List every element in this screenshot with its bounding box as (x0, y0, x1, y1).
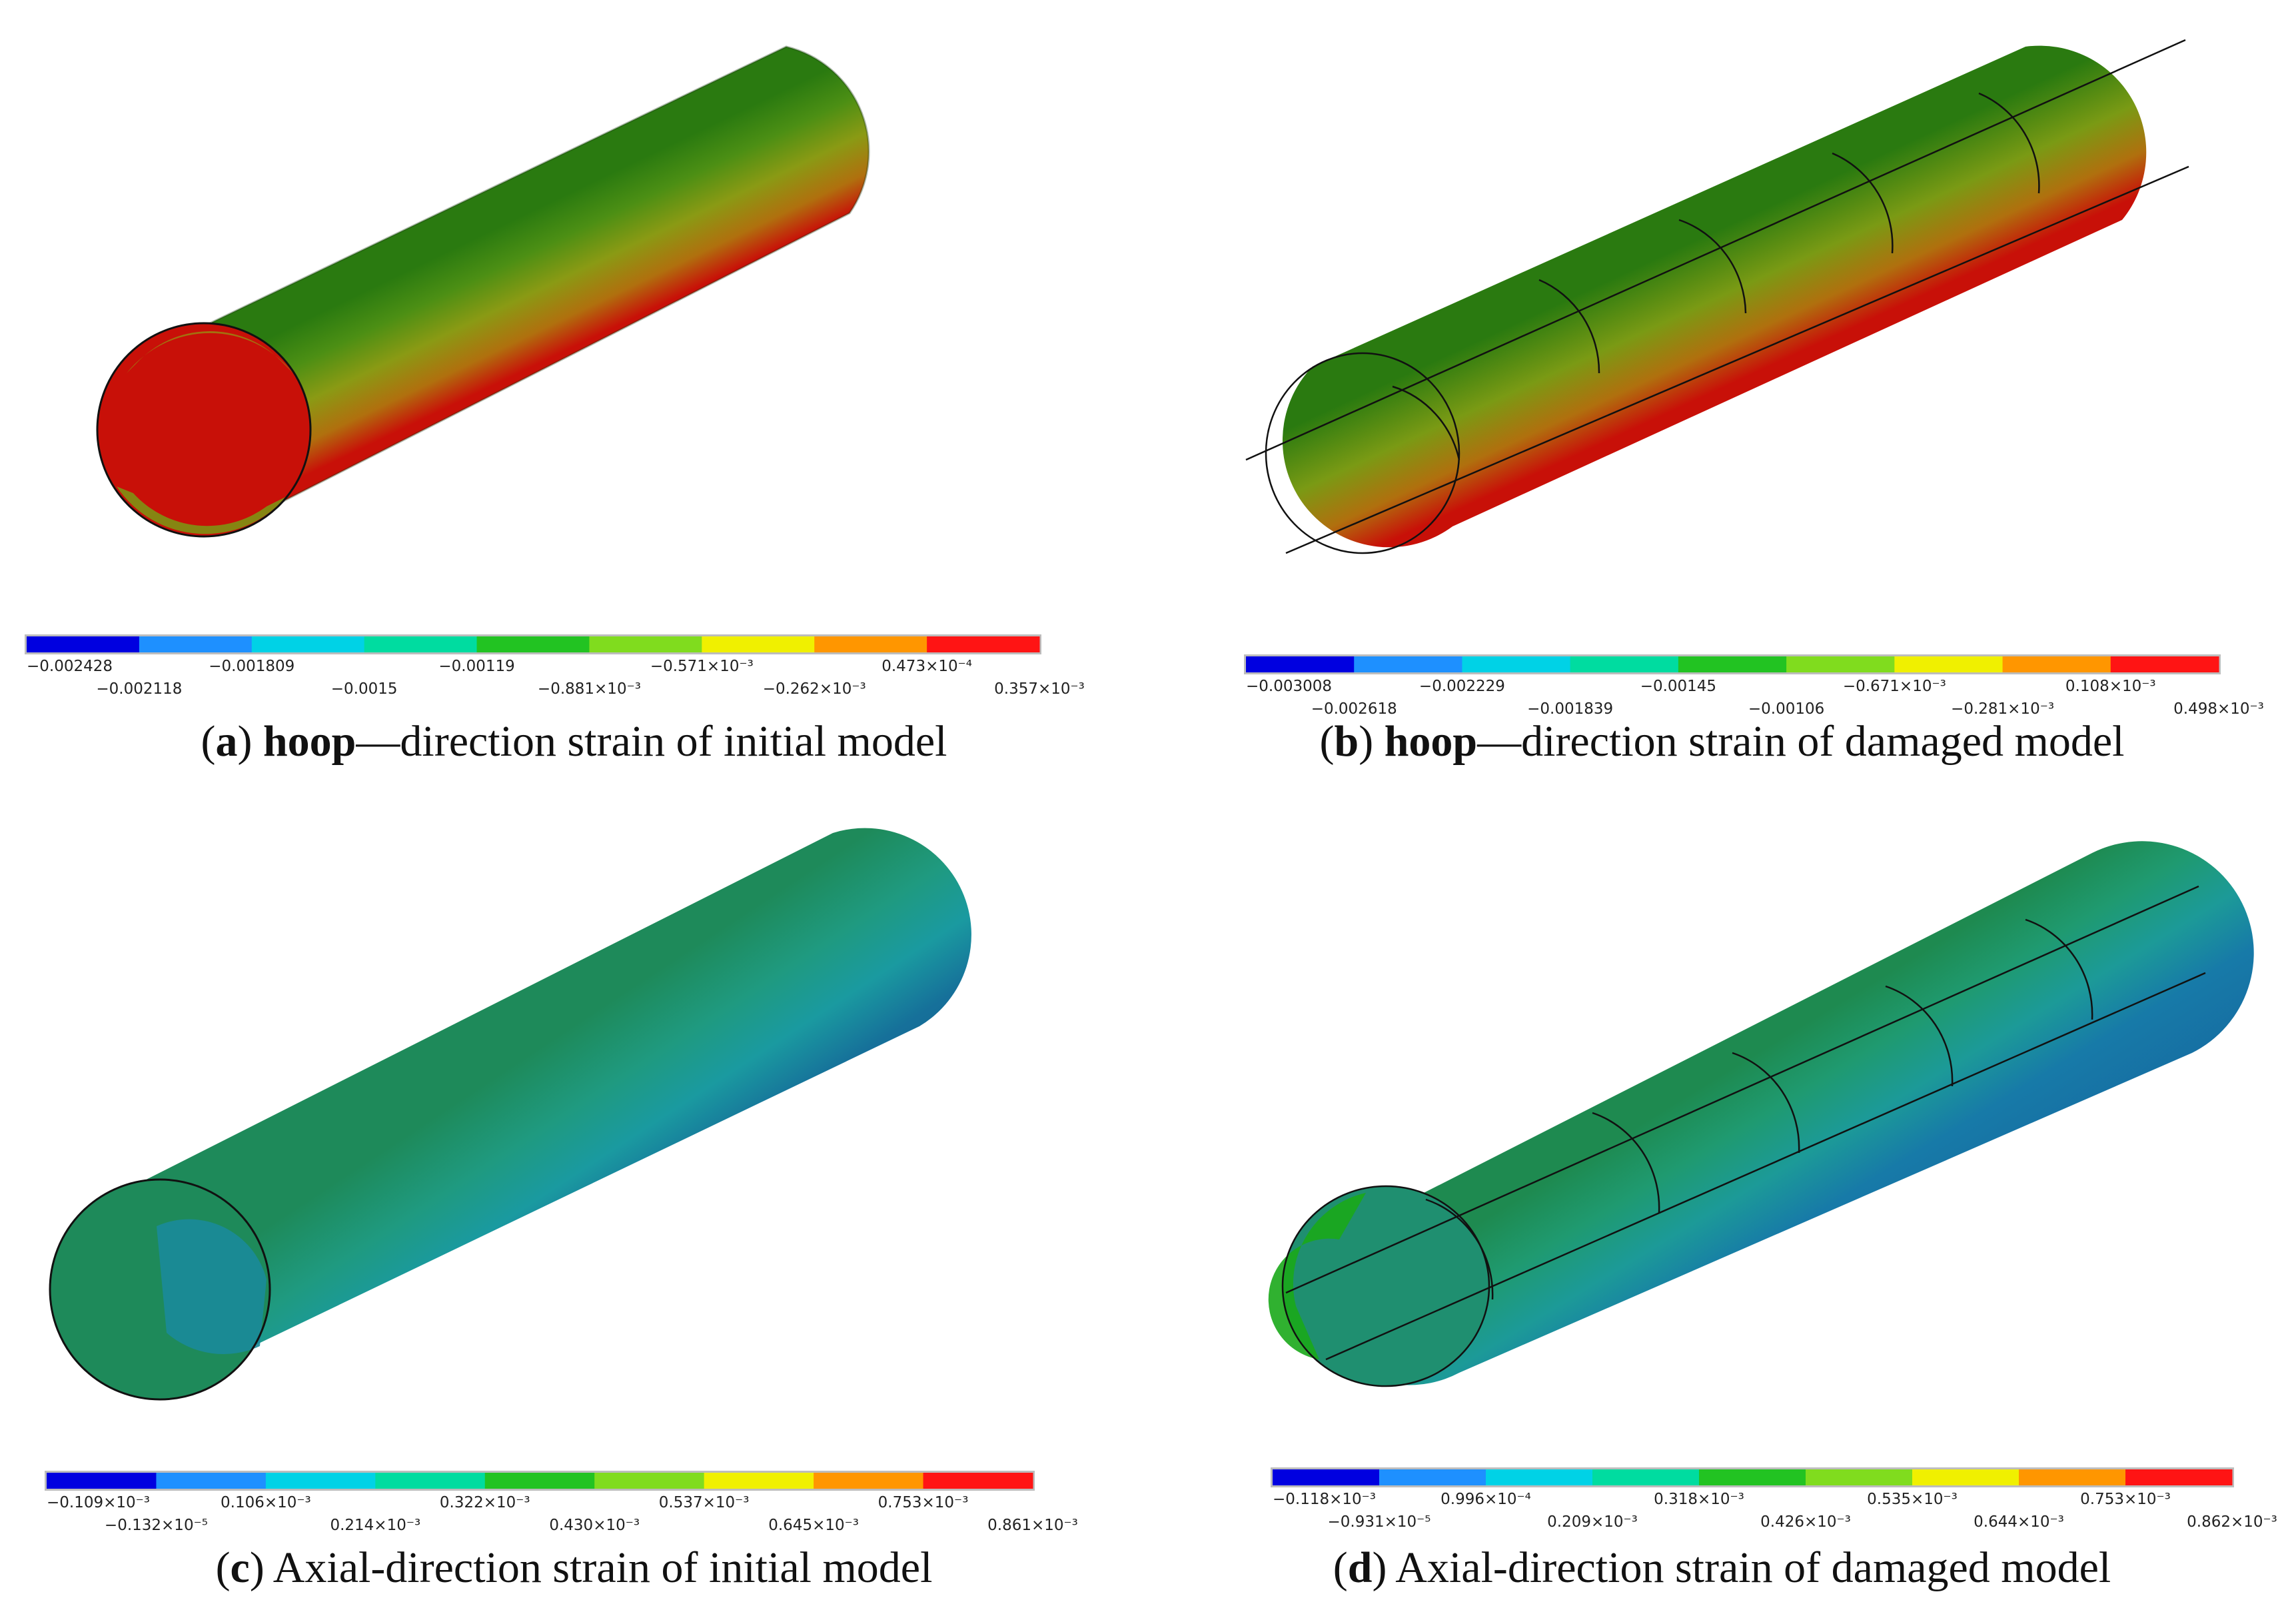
legend-swatch (476, 636, 590, 652)
legend-label: −0.00106 (1748, 700, 1824, 718)
caption-c: (c) Axial-direction strain of initial mo… (215, 1543, 933, 1592)
legend-swatch (594, 1473, 705, 1489)
legend-label: 0.357×10⁻³ (994, 680, 1085, 698)
legend-swatch (1806, 1469, 1913, 1485)
pipe-model-d (1268, 841, 2254, 1387)
legend-label: 0.318×10⁻³ (1654, 1491, 1744, 1508)
legend-swatch (704, 1473, 814, 1489)
legend-label: −0.00145 (1640, 678, 1716, 695)
legend-swatch (814, 1473, 924, 1489)
legend-label: −0.002229 (1419, 678, 1505, 695)
legend-swatch (589, 636, 702, 652)
legend-swatch (2125, 1469, 2233, 1485)
legend-label: −0.931×10⁻⁵ (1327, 1513, 1431, 1531)
legend-label: 0.214×10⁻³ (330, 1517, 420, 1534)
legend-label: −0.002618 (1311, 700, 1397, 718)
legend-label: −0.001809 (209, 658, 294, 675)
legend-label: 0.535×10⁻³ (1867, 1491, 1958, 1508)
pipe-model-b (1245, 39, 2189, 554)
legend-swatch (814, 636, 927, 652)
legend-swatch (139, 636, 253, 652)
legend-c: −0.109×10⁻³ 0.106×10⁻³ 0.322×10⁻³ 0.537×10⁻… (45, 1471, 1078, 1534)
legend-label: 0.537×10⁻³ (659, 1494, 750, 1511)
legend-label: −0.571×10⁻³ (650, 658, 754, 675)
pipe-model-c (49, 828, 971, 1401)
legend-swatch (1570, 656, 1679, 672)
legend-label: −0.003008 (1246, 678, 1332, 695)
legend-swatch (375, 1473, 486, 1489)
legend-label: 0.753×10⁻³ (2080, 1491, 2171, 1508)
legend-label: −0.262×10⁻³ (763, 680, 866, 698)
legend-swatch (1678, 656, 1787, 672)
legend-label: 0.322×10⁻³ (440, 1494, 530, 1511)
legend-swatch (1894, 656, 2004, 672)
legend-swatch (1246, 656, 1355, 672)
legend-label: −0.0015 (331, 680, 398, 698)
legend-label: −0.00119 (438, 658, 514, 675)
legend-swatch (265, 1473, 376, 1489)
legend-label: −0.109×10⁻³ (47, 1494, 150, 1511)
legend-label: 0.644×10⁻³ (1974, 1513, 2064, 1531)
legend-a: −0.002428 −0.001809 −0.00119 −0.571×10⁻³ 0.4… (25, 634, 1085, 698)
legend-label: −0.001839 (1527, 700, 1613, 718)
pipe-model-a (96, 45, 870, 538)
legend-d: −0.118×10⁻³ 0.996×10⁻⁴ 0.318×10⁻³ 0.535×10⁻… (1271, 1467, 2277, 1531)
legend-swatch (27, 636, 140, 652)
legend-label: −0.132×10⁻⁵ (105, 1517, 208, 1534)
legend-label: −0.002118 (96, 680, 182, 698)
legend-label: −0.281×10⁻³ (1951, 700, 2054, 718)
legend-label: 0.430×10⁻³ (549, 1517, 640, 1534)
legend-swatch (702, 636, 815, 652)
legend-label: 0.473×10⁻⁴ (881, 658, 972, 675)
legend-label: 0.209×10⁻³ (1547, 1513, 1638, 1531)
legend-label: 0.108×10⁻³ (2065, 678, 2156, 695)
legend-swatch (1354, 656, 1462, 672)
legend-label: 0.498×10⁻³ (2173, 700, 2264, 718)
legend-label: 0.996×10⁻⁴ (1440, 1491, 1531, 1508)
legend-swatch (1462, 656, 1571, 672)
legend-swatch (1273, 1469, 1380, 1485)
legend-swatch (1486, 1469, 1593, 1485)
legend-swatch (1699, 1469, 1806, 1485)
legend-swatch (927, 636, 1040, 652)
legend-swatch (1379, 1469, 1486, 1485)
legend-label: 0.645×10⁻³ (768, 1517, 859, 1534)
legend-swatch (156, 1473, 267, 1489)
legend-label: 0.106×10⁻³ (221, 1494, 311, 1511)
legend-swatch (2002, 656, 2111, 672)
legend-label: 0.862×10⁻³ (2187, 1513, 2277, 1531)
legend-label: −0.002428 (27, 658, 113, 675)
legend-label: 0.861×10⁻³ (987, 1517, 1078, 1534)
legend-label: −0.881×10⁻³ (538, 680, 641, 698)
legend-swatch (2110, 656, 2219, 672)
legend-swatch (364, 636, 478, 652)
legend-label: 0.426×10⁻³ (1760, 1513, 1851, 1531)
caption-b: (b) hoop—direction strain of damaged mod… (1319, 717, 2125, 766)
legend-swatch (2019, 1469, 2126, 1485)
caption-a: (a) hoop—direction strain of initial mod… (201, 717, 947, 766)
legend-swatch (484, 1473, 595, 1489)
legend-label: −0.671×10⁻³ (1843, 678, 1946, 695)
legend-swatch (1786, 656, 1895, 672)
legend-label: −0.118×10⁻³ (1273, 1491, 1376, 1508)
legend-swatch (923, 1473, 1033, 1489)
caption-d: (d) Axial-direction strain of damaged mo… (1333, 1543, 2111, 1592)
legend-swatch (251, 636, 365, 652)
legend-swatch (1592, 1469, 1700, 1485)
legend-swatch (1912, 1469, 2019, 1485)
legend-label: 0.753×10⁻³ (878, 1494, 969, 1511)
legend-b: −0.003008 −0.002229 −0.00145 −0.671×10⁻³ 0.1… (1244, 654, 2264, 718)
legend-swatch (47, 1473, 157, 1489)
